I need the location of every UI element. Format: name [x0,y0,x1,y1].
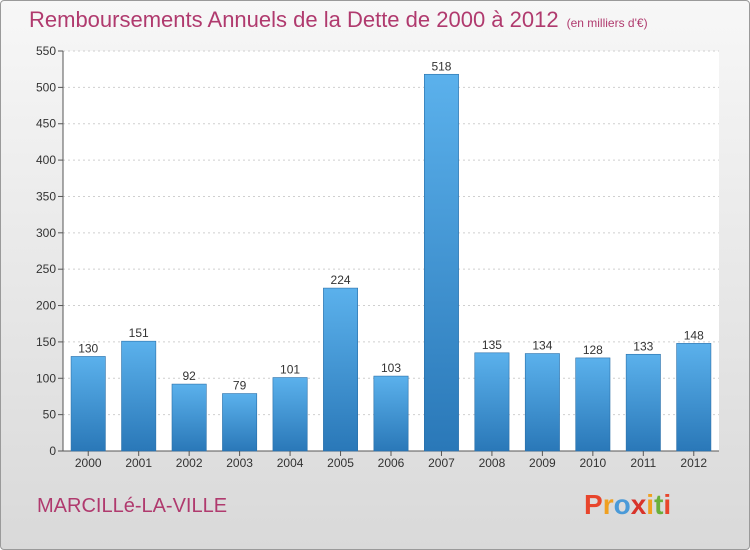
x-tick-label: 2005 [327,456,354,470]
bar [222,393,258,452]
y-tick-label: 150 [36,335,56,349]
brand-logo: Proxiti [584,489,671,521]
x-tick-label: 2004 [277,456,304,470]
x-tick-label: 2007 [428,456,455,470]
bar-value-label: 79 [233,379,247,393]
location-label: MARCILLé-LA-VILLE [37,495,228,517]
bar [323,287,358,452]
bar-value-label: 518 [431,59,451,73]
bar [373,375,409,452]
x-tick-label: 2006 [378,456,405,470]
bar [424,73,459,452]
bar-value-label: 130 [78,341,98,355]
x-tick-label: 2011 [630,456,656,470]
chart-title-text: Remboursements Annuels de la Dette de 20… [29,7,559,32]
bar-value-label: 101 [280,363,300,377]
x-tick-label: 2009 [529,456,556,470]
bar [625,353,661,452]
brand-letter: P [584,489,603,520]
chart-subtitle: (en milliers d'€) [566,16,648,30]
bar [272,377,308,452]
y-tick-label: 400 [36,153,56,167]
x-tick-label: 2000 [75,456,102,470]
y-tick-label: 50 [43,408,57,422]
bar-value-label: 103 [381,361,401,375]
y-tick-label: 550 [36,44,56,58]
brand-letter: x [630,489,647,520]
bar [575,357,611,452]
x-tick-label: 2008 [479,456,506,470]
bar-value-label: 134 [532,339,552,353]
x-tick-label: 2012 [680,456,707,470]
y-tick-label: 300 [36,226,56,240]
bar-value-label: 133 [633,339,653,353]
y-tick-label: 250 [36,262,56,276]
brand-letter: t [654,489,664,520]
bar-value-label: 135 [482,338,502,352]
bar-value-label: 151 [129,326,149,340]
x-tick-label: 2002 [176,456,203,470]
bar [524,353,560,452]
y-tick-label: 200 [36,299,56,313]
brand-letter: r [602,489,614,520]
y-tick-label: 350 [36,189,56,203]
bar [70,356,106,452]
x-tick-label: 2001 [125,456,152,470]
bar-value-label: 128 [583,343,603,357]
bar [676,343,712,452]
bar-value-label: 148 [684,328,704,342]
chart-title: Remboursements Annuels de la Dette de 20… [29,7,648,33]
brand-letter: i [646,489,655,520]
x-tick-label: 2010 [579,456,606,470]
bar [121,340,157,452]
y-tick-label: 100 [36,371,56,385]
x-tick-label: 2003 [226,456,253,470]
bar [171,383,207,452]
bar-value-label: 92 [182,369,196,383]
brand-letter: i [663,489,672,520]
y-tick-label: 450 [36,117,56,131]
bar-value-label: 224 [331,273,351,287]
brand-letter: o [613,489,631,520]
bar [474,352,510,452]
y-tick-label: 500 [36,80,56,94]
y-tick-label: 0 [49,444,56,458]
